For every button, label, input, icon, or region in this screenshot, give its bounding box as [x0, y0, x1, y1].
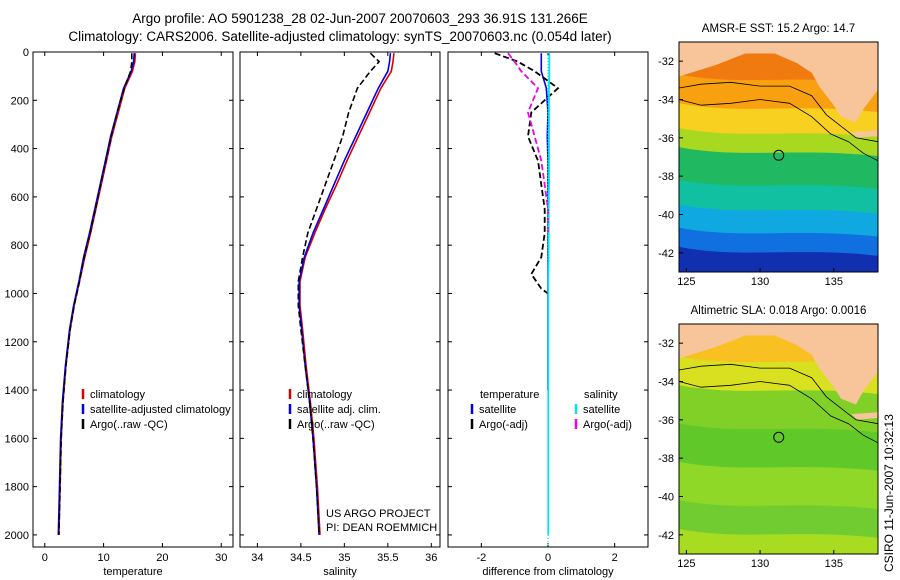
x-axis-label: salinity: [323, 566, 357, 578]
y-tick-label: 800: [11, 240, 29, 252]
map-y-tick-label: -32: [658, 338, 674, 350]
bathymetry-contour: [679, 99, 878, 162]
y-tick-label: 2000: [5, 530, 29, 542]
y-tick-label: 0: [23, 47, 29, 59]
x-tick-label: 36: [425, 552, 437, 564]
difference-panel: -2 0 2 difference from climatology temperatu…: [447, 51, 649, 578]
argo-float-marker: [773, 149, 785, 161]
legend-label: climatology: [297, 389, 353, 401]
series-line-argo-raw-qc-: [58, 53, 133, 535]
series-line-salinity-satellite: [547, 53, 551, 535]
y-tick-label: 600: [11, 192, 29, 204]
map-frame: [678, 323, 879, 555]
legend-label: satellite: [583, 404, 620, 416]
map-x-tick-label: 125: [677, 276, 695, 288]
side-stamp: CSIRO 11-Jun-2007 10:32:13: [882, 414, 896, 572]
land-mass: [679, 324, 878, 405]
y-tick-label: 1000: [5, 288, 29, 300]
bathymetry-contour: [679, 81, 878, 143]
legend-label: satellite: [479, 404, 516, 416]
map-y-tick-label: -34: [658, 377, 674, 389]
map-y-tick-label: -42: [658, 248, 674, 260]
map-content: [679, 42, 878, 272]
legend-label: Argo(-adj): [479, 419, 528, 431]
x-tick-label: 10: [97, 552, 109, 564]
map-y-tick-label: -40: [658, 210, 674, 222]
x-tick-label: 0: [42, 552, 48, 564]
x-tick-label: 20: [156, 552, 168, 564]
map-x-tick-label: 130: [751, 276, 769, 288]
bathymetry-contour: [679, 381, 878, 444]
map-y-tick-label: -36: [658, 133, 674, 145]
x-tick-label: 2: [612, 552, 618, 564]
map-title: AMSR-E SST: 15.2 Argo: 14.7: [702, 23, 855, 35]
y-tick-label: 1200: [5, 337, 29, 349]
argo-float-marker: [773, 431, 785, 443]
y-tick-label: 1600: [5, 433, 29, 445]
y-tick-label: 1400: [5, 385, 29, 397]
map-y-tick-label: -42: [658, 530, 674, 542]
x-tick-label: 34.5: [290, 552, 311, 564]
legend-group-title: temperature: [480, 389, 539, 401]
temperature-panel: 0 200 400 600 800 1000 1200 1400 1600 1800 2000 0 10…: [5, 47, 234, 578]
map-x-tick-label: 135: [825, 276, 843, 288]
map-y-tick-label: -32: [658, 56, 674, 68]
legend-label: satellite adj. clim.: [297, 404, 381, 416]
map-y-tick-label: -34: [658, 95, 674, 107]
map-x-tick-label: 125: [677, 558, 695, 570]
map-y-tick-label: -40: [658, 492, 674, 504]
x-tick-label: 34: [251, 552, 263, 564]
x-tick-label: -2: [476, 552, 486, 564]
legend-group-title: salinity: [584, 389, 618, 401]
map-y-tick-label: -38: [658, 171, 674, 183]
x-tick-label: 30: [215, 552, 227, 564]
sst-map: AMSR-E SST: 15.2 Argo: 14.7 -32 -34 -36 -38 -…: [658, 23, 879, 288]
bathymetry-contour: [679, 363, 878, 425]
map-frame: [678, 41, 879, 273]
map-title: Altimetric SLA: 0.018 Argo: 0.0016: [691, 305, 867, 317]
land-mass: [679, 42, 878, 123]
series-line-argo-raw-qc-: [297, 52, 381, 535]
legend-label: Argo(-adj): [583, 419, 632, 431]
x-axis-label: temperature: [103, 566, 162, 578]
figure-title-line2: Climatology: CARS2006. Satellite-adjuste…: [68, 29, 611, 44]
x-axis-label: difference from climatology: [482, 566, 614, 578]
legend-label: Argo(..raw -QC): [297, 419, 375, 431]
x-tick-label: 35: [338, 552, 350, 564]
kangaroo-island: [851, 130, 878, 138]
map-x-tick-label: 130: [751, 558, 769, 570]
map-y-tick-label: -38: [658, 453, 674, 465]
map-content: [679, 324, 878, 554]
sla-map: Altimetric SLA: 0.018 Argo: 0.0016 -32 -34…: [658, 305, 879, 570]
map-x-tick-label: 135: [825, 558, 843, 570]
map-color-band: [679, 528, 878, 554]
map-y-tick-label: -36: [658, 415, 674, 427]
series-line-temperature-argo-adj-: [494, 52, 560, 295]
map-color-band: [679, 246, 878, 272]
series-line-salinity-argo-adj-: [507, 52, 549, 234]
kangaroo-island: [851, 412, 878, 420]
legend-label: Argo(..raw -QC): [90, 419, 168, 431]
x-tick-label: 0: [545, 552, 551, 564]
y-tick-label: 400: [11, 144, 29, 156]
annotation-line: PI: DEAN ROEMMICH: [326, 522, 437, 534]
plot-frame: [239, 51, 441, 548]
salinity-panel: 34 34.5 35 35.5 36 salinity climatology satelli…: [239, 51, 441, 578]
legend-label: satellite-adjusted climatology: [90, 404, 231, 416]
y-tick-label: 200: [11, 95, 29, 107]
plot-frame: [32, 51, 234, 548]
legend-label: climatology: [90, 389, 146, 401]
x-tick-label: 35.5: [377, 552, 398, 564]
figure-title-line1: Argo profile: AO 5901238_28 02-Jun-2007 …: [132, 11, 588, 26]
y-tick-label: 1800: [5, 482, 29, 494]
annotation-line: US ARGO PROJECT: [326, 508, 431, 520]
